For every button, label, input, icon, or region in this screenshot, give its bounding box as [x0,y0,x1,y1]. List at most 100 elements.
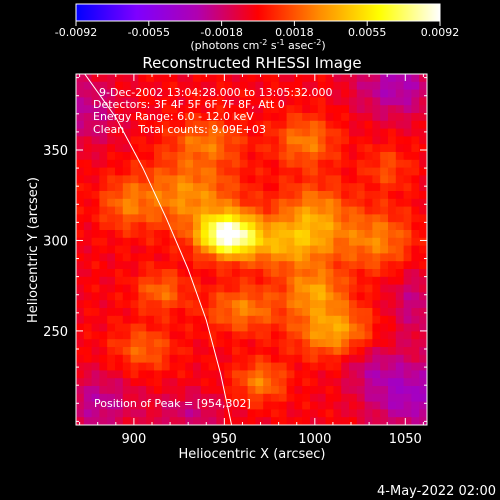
heatmap-cell [169,323,178,332]
heatmap-cell [317,175,327,184]
heatmap-cell [278,81,288,91]
heatmap-cell [83,347,93,356]
heatmap-cell [216,300,225,309]
heatmap-cell [388,222,397,231]
heatmap-cell [169,378,178,387]
heatmap-cell [333,276,342,286]
heatmap-cell [107,214,116,223]
heatmap-cell [130,417,139,425]
heatmap-cell [99,105,108,114]
heatmap-cell [388,97,397,106]
heatmap-cell [91,175,100,184]
heatmap-cell [122,245,132,254]
heatmap-cell [302,113,311,122]
heatmap-cell [107,409,116,418]
heatmap-cell [200,222,210,231]
heatmap-cell [200,300,210,309]
heatmap-cell [278,323,288,332]
heatmap-cell [247,253,256,262]
heatmap-cell [349,128,358,137]
heatmap-cell [364,417,373,425]
heatmap-cell [200,144,210,153]
heatmap-cell [356,152,366,161]
heatmap-cell [208,284,217,293]
heatmap-cell [193,276,202,286]
heatmap-cell [122,292,132,301]
heatmap-cell [107,308,116,317]
heatmap-cell [91,401,100,410]
heatmap-cell [294,113,303,122]
heatmap-cell [177,144,186,153]
heatmap-cell [146,198,155,208]
heatmap-cell [83,113,93,122]
heatmap-cell [271,378,280,387]
heatmap-cell [107,339,116,348]
heatmap-cell [302,370,311,379]
heatmap-cell [286,206,295,215]
heatmap-cell [271,417,280,425]
heatmap-cell [341,370,350,379]
heatmap-cell [138,136,147,145]
heatmap-cell [388,347,397,356]
heatmap-cell [224,417,233,425]
heatmap-cell [154,97,163,106]
heatmap-cell [161,362,171,371]
heatmap-cell [115,386,124,395]
heatmap-cell [263,370,272,379]
heatmap-cell [216,175,225,184]
heatmap-cell [349,152,358,161]
heatmap-cell [395,167,405,176]
heatmap-cell [310,323,319,332]
heatmap-cell [91,370,100,379]
heatmap-cell [271,347,280,356]
heatmap-cell [403,261,412,270]
heatmap-cell [76,253,85,262]
heatmap-cell [380,308,389,317]
heatmap-cell [122,89,132,98]
heatmap-cell [419,120,427,130]
heatmap-cell [419,214,427,223]
heatmap-cell [193,253,202,262]
heatmap-cell [395,386,405,395]
heatmap-cell [247,159,256,169]
heatmap-cell [271,276,280,286]
heatmap-cell [388,386,397,395]
heatmap-cell [302,339,311,348]
heatmap-cell [263,253,272,262]
heatmap-cell [239,331,249,340]
heatmap-cell [146,308,155,317]
heatmap-cell [294,159,303,169]
heatmap-cell [122,362,132,371]
heatmap-cell [154,331,163,340]
heatmap-cell [388,300,397,309]
heatmap-cell [138,191,147,200]
heatmap-cell [263,128,272,137]
heatmap-cell [411,323,420,332]
heatmap-cell [169,331,178,340]
heatmap-cell [169,191,178,200]
heatmap-cell [216,113,225,122]
heatmap-cell [115,331,124,340]
heatmap-cell [349,144,358,153]
heatmap-cell [356,261,366,270]
heatmap-cell [388,261,397,270]
heatmap-cell [325,175,334,184]
heatmap-cell [185,175,194,184]
heatmap-cell [278,315,288,325]
heatmap-cell [278,253,288,262]
heatmap-cell [185,300,194,309]
heatmap-cell [216,191,225,200]
heatmap-cell [388,269,397,278]
heatmap-cell [177,308,186,317]
heatmap-cell [138,245,147,254]
heatmap-cell [130,128,139,137]
heatmap-cell [286,276,295,286]
heatmap-cell [356,144,366,153]
heatmap-cell [76,167,85,176]
heatmap-cell [349,97,358,106]
heatmap-cell [91,308,100,317]
heatmap-cell [169,292,178,301]
heatmap-cell [224,198,233,208]
heatmap-cell [122,144,132,153]
heatmap-cell [99,276,108,286]
